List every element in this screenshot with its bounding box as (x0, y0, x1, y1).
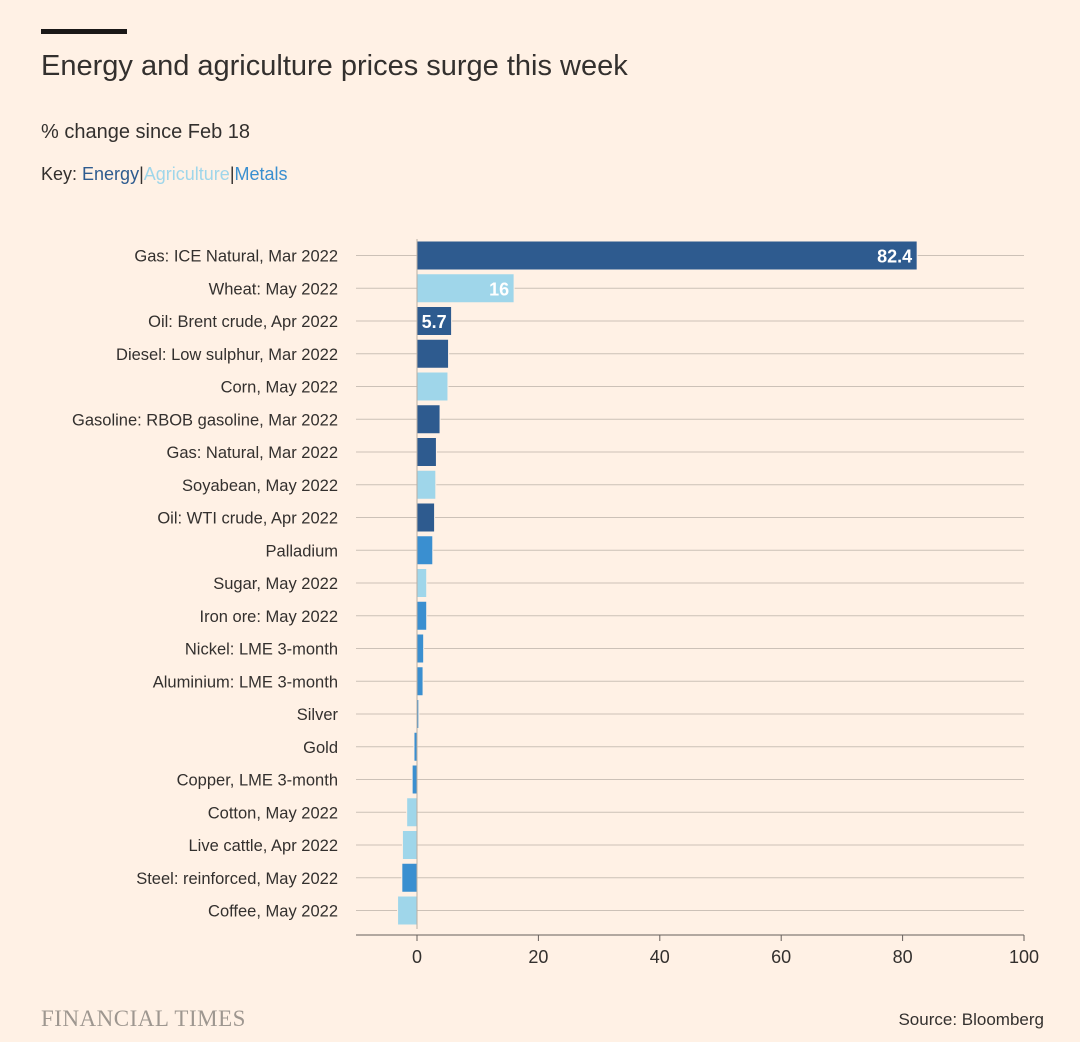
bar (416, 600, 428, 631)
bar (416, 437, 437, 467)
category-label: Nickel: LME 3-month (185, 641, 338, 659)
bar (411, 764, 418, 795)
category-label: Diesel: Low sulphur, Mar 2022 (116, 346, 338, 364)
category-label: Wheat: May 2022 (209, 280, 338, 298)
key-separator: | (229, 164, 235, 184)
x-tick-label: 60 (771, 947, 791, 967)
bar (416, 240, 918, 271)
category-label: Oil: WTI crude, Apr 2022 (157, 510, 338, 528)
bar-chart: Gas: ICE Natural, Mar 2022 82.4 Wheat: May… (72, 239, 1039, 967)
x-tick-label: 0 (412, 947, 422, 967)
category-label: Soyabean, May 2022 (182, 477, 338, 495)
category-label: Steel: reinforced, May 2022 (136, 870, 338, 888)
category-label: Cotton, May 2022 (208, 804, 338, 822)
chart-subtitle: % change since Feb 18 (41, 121, 251, 143)
key-separator: | (139, 164, 144, 184)
category-label: Coffee, May 2022 (208, 903, 338, 921)
ft-logo: FINANCIAL TIMES (41, 1006, 246, 1031)
bar (406, 797, 418, 828)
bar (416, 404, 441, 435)
bar (416, 502, 436, 533)
category-label: Sugar, May 2022 (213, 575, 338, 593)
category-label: Oil: Brent crude, Apr 2022 (148, 313, 338, 331)
bar (401, 862, 418, 893)
bar (416, 535, 434, 566)
category-label: Live cattle, Apr 2022 (188, 837, 338, 855)
legend-key: Key: Energy|Agriculture|Metals (41, 164, 288, 185)
category-label: Iron ore: May 2022 (200, 608, 339, 626)
x-tick-label: 100 (1009, 947, 1039, 967)
bar (416, 338, 450, 369)
bar (416, 666, 424, 697)
bar (416, 306, 453, 336)
chart-title: Energy and agriculture prices surge this… (41, 50, 628, 82)
bar (416, 469, 437, 500)
data-label: 82.4 (877, 247, 912, 267)
category-label: Aluminium: LME 3-month (153, 673, 338, 691)
key-prefix: Key: (41, 164, 83, 184)
x-tick-label: 20 (528, 947, 548, 967)
category-label: Gas: ICE Natural, Mar 2022 (134, 248, 338, 266)
bar (416, 371, 449, 402)
key-agriculture: Agriculture (143, 164, 230, 184)
bar (397, 895, 418, 926)
x-tick-label: 40 (650, 947, 670, 967)
top-rule (41, 29, 127, 34)
category-label: Corn, May 2022 (221, 379, 338, 397)
category-label: Copper, LME 3-month (177, 772, 338, 790)
bar (416, 568, 428, 598)
bar (401, 830, 418, 860)
data-label: 5.7 (422, 312, 447, 332)
bar (416, 633, 425, 664)
data-label: 16 (489, 279, 509, 299)
category-label: Gold (303, 739, 338, 757)
category-label: Palladium (266, 542, 338, 560)
x-tick-label: 80 (893, 947, 913, 967)
category-label: Gas: Natural, Mar 2022 (167, 444, 339, 462)
key-energy: Energy (82, 164, 140, 184)
category-label: Silver (297, 706, 339, 724)
category-label: Gasoline: RBOB gasoline, Mar 2022 (72, 411, 338, 429)
source-note: Source: Bloomberg (898, 1010, 1044, 1029)
key-metals: Metals (234, 164, 288, 184)
